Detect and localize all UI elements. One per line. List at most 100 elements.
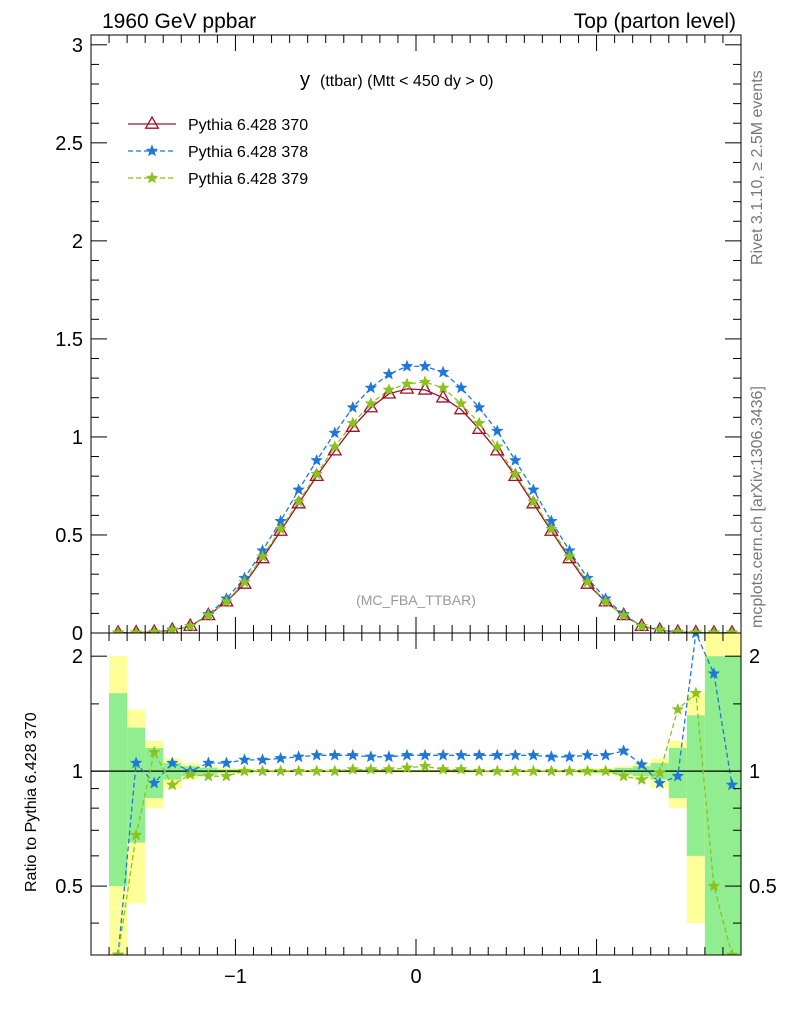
ratio-point-1: [292, 750, 305, 763]
ratio-point-1: [238, 753, 251, 766]
ratio-point-1: [653, 776, 667, 789]
side-text-bottom: mcplots.cern.ch [arXiv:1306.3436]: [749, 386, 766, 628]
series-point-2: [183, 619, 197, 632]
series-point-2: [472, 416, 486, 429]
main-y-tick-label: 2: [72, 231, 83, 253]
ratio-point-1: [691, 633, 700, 639]
watermark: (MC_FBA_TTBAR): [356, 592, 476, 608]
ratio-point-2: [545, 764, 558, 777]
ratio-point-1: [202, 756, 215, 769]
series-point-0: [544, 522, 559, 536]
ratio-point-2: [508, 764, 522, 777]
legend-label-1: Pythia 6.428 378: [188, 144, 308, 161]
main-y-tick-label: 3: [72, 35, 83, 57]
ratio-point-2: [599, 764, 612, 777]
ratio-point-1: [454, 748, 468, 761]
band-inner: [704, 656, 723, 955]
ratio-point-2: [256, 764, 269, 777]
ratio-point-1: [563, 750, 576, 763]
band-inner: [145, 747, 164, 799]
ratio-point-1: [382, 750, 396, 763]
ratio-point-1: [635, 757, 649, 771]
ratio-point-2: [490, 764, 504, 777]
ratio-point-2: [202, 769, 215, 782]
x-tick-label: 1: [591, 966, 602, 988]
ratio-point-2: [328, 764, 342, 777]
ratio-y-tick-label-right: 0.5: [749, 876, 777, 898]
ratio-point-2: [382, 762, 396, 775]
ratio-point-2: [220, 769, 233, 782]
ratio-point-2: [418, 759, 432, 772]
header-left: 1960 GeV ppbar: [102, 10, 256, 33]
ratio-point-1: [165, 756, 179, 769]
main-y-tick-label: 0.5: [55, 525, 83, 547]
main-axis-ticks: [90, 35, 742, 634]
ratio-point-2: [617, 769, 630, 782]
ratio-point-2: [364, 762, 378, 775]
ratio-point-2: [527, 764, 540, 777]
ratio-point-1: [220, 756, 233, 769]
ratio-point-2: [635, 772, 649, 786]
ratio-point-2: [183, 767, 197, 780]
ratio-point-2: [111, 948, 125, 955]
series-point-0: [507, 467, 523, 481]
ratio-point-1: [346, 748, 360, 761]
ratio-point-1: [671, 769, 685, 782]
main-plot-area: [111, 359, 739, 633]
series-point-1: [490, 424, 504, 437]
chart-title: y (ttbar) (Mtt < 450 dy > 0): [300, 69, 493, 91]
series-point-2: [292, 494, 305, 508]
series-point-1: [346, 400, 360, 413]
ratio-point-2: [707, 879, 721, 892]
series-point-0: [309, 467, 325, 481]
series-point-2: [129, 625, 143, 633]
series-point-2: [202, 608, 215, 621]
main-y-tick-label: 2.5: [55, 133, 83, 155]
legend-label-2: Pythia 6.428 379: [188, 171, 308, 188]
ratio-line-1: [117, 633, 733, 955]
ratio-point-2: [129, 828, 143, 841]
ratio-point-2: [400, 761, 414, 774]
series-point-2: [238, 575, 251, 588]
series-point-2: [364, 396, 378, 410]
ratio-point-1: [418, 748, 432, 761]
series-point-0: [417, 381, 433, 395]
ratio-point-1: [599, 748, 612, 761]
series-point-2: [256, 549, 269, 562]
series-point-1: [310, 453, 324, 466]
series-point-0: [435, 389, 451, 403]
series-point-1: [400, 359, 414, 372]
x-tick-labels: −1 0 1: [224, 966, 602, 988]
main-y-tick-labels: 0 0.5 1 1.5 2 2.5 3: [55, 35, 83, 645]
x-tick-label: −1: [224, 966, 247, 988]
series-point-1: [454, 381, 468, 394]
ratio-point-1: [256, 753, 269, 766]
series-point-2: [400, 377, 414, 390]
ratio-axis-ticks: [90, 633, 742, 955]
series-point-1: [418, 359, 432, 372]
series-point-0: [562, 550, 577, 564]
series-point-0: [489, 442, 505, 456]
legend-marker-2: [145, 171, 159, 184]
ratio-point-2: [671, 702, 685, 715]
ratio-point-1: [274, 751, 287, 764]
series-point-2: [545, 522, 558, 535]
series-point-2: [111, 626, 125, 633]
series-point-2: [707, 626, 721, 633]
band-inner: [686, 715, 705, 856]
series-point-0: [255, 550, 270, 564]
series-point-0: [345, 418, 361, 432]
series-point-2: [671, 625, 685, 633]
chart-title-main: y: [300, 69, 310, 91]
ratio-y-tick-label: 0.5: [55, 876, 83, 898]
series-point-0: [273, 522, 288, 536]
chart-title-rest: (ttbar) (Mtt < 450 dy > 0): [320, 73, 493, 90]
ratio-point-1: [545, 750, 558, 763]
series-point-2: [635, 619, 649, 632]
main-y-tick-label: 0: [72, 623, 83, 645]
series-point-2: [220, 594, 233, 608]
legend-marker-0: [144, 115, 160, 129]
ratio-point-1: [129, 756, 143, 769]
series-point-2: [725, 626, 739, 633]
